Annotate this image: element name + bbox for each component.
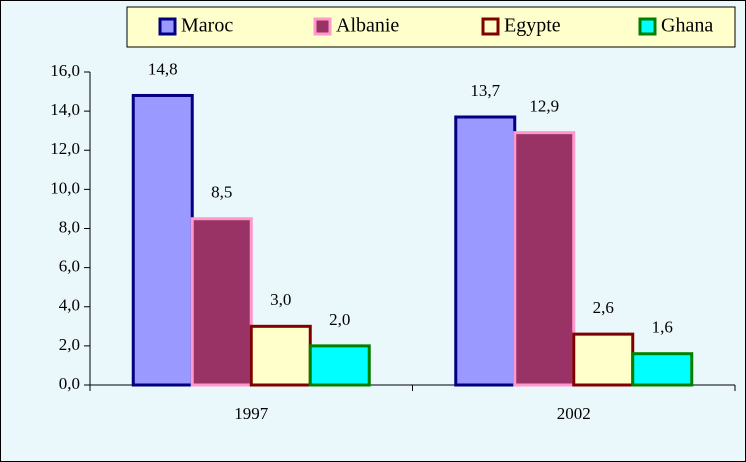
bar (454, 115, 517, 387)
bar (249, 324, 312, 387)
y-tick-label: 8,0 (59, 217, 80, 236)
legend-swatch (313, 17, 332, 36)
y-tick-label: 14,0 (50, 100, 80, 119)
x-tick-label: 1997 (234, 404, 269, 423)
value-label: 2,0 (329, 310, 350, 329)
value-label: 14,8 (148, 59, 178, 78)
y-tick-label: 0,0 (59, 374, 80, 393)
y-tick-label: 2,0 (59, 335, 80, 354)
bar (190, 217, 253, 387)
legend-box (126, 6, 736, 48)
legend-swatch (638, 17, 657, 36)
value-label: 1,6 (652, 318, 673, 337)
value-label: 8,5 (211, 183, 232, 202)
legend-label: Albanie (336, 15, 399, 37)
bar (513, 131, 576, 387)
bar (131, 93, 194, 387)
y-tick-label: 16,0 (50, 61, 80, 80)
bar (308, 344, 371, 387)
bar (631, 352, 694, 387)
value-label: 12,9 (529, 97, 559, 116)
legend-swatch (481, 17, 500, 36)
legend-label: Ghana (661, 15, 713, 37)
y-tick-label: 12,0 (50, 139, 80, 158)
legend-label: Egypte (504, 15, 561, 37)
bar (572, 332, 635, 387)
value-label: 13,7 (470, 81, 500, 100)
y-tick-label: 6,0 (59, 257, 80, 276)
legend-label: Maroc (181, 15, 233, 37)
legend-swatch (158, 17, 177, 36)
value-label: 2,6 (593, 298, 614, 317)
x-tick-label: 2002 (557, 404, 591, 423)
y-tick-label: 4,0 (59, 296, 80, 315)
y-tick-label: 10,0 (50, 178, 80, 197)
value-label: 3,0 (270, 290, 291, 309)
